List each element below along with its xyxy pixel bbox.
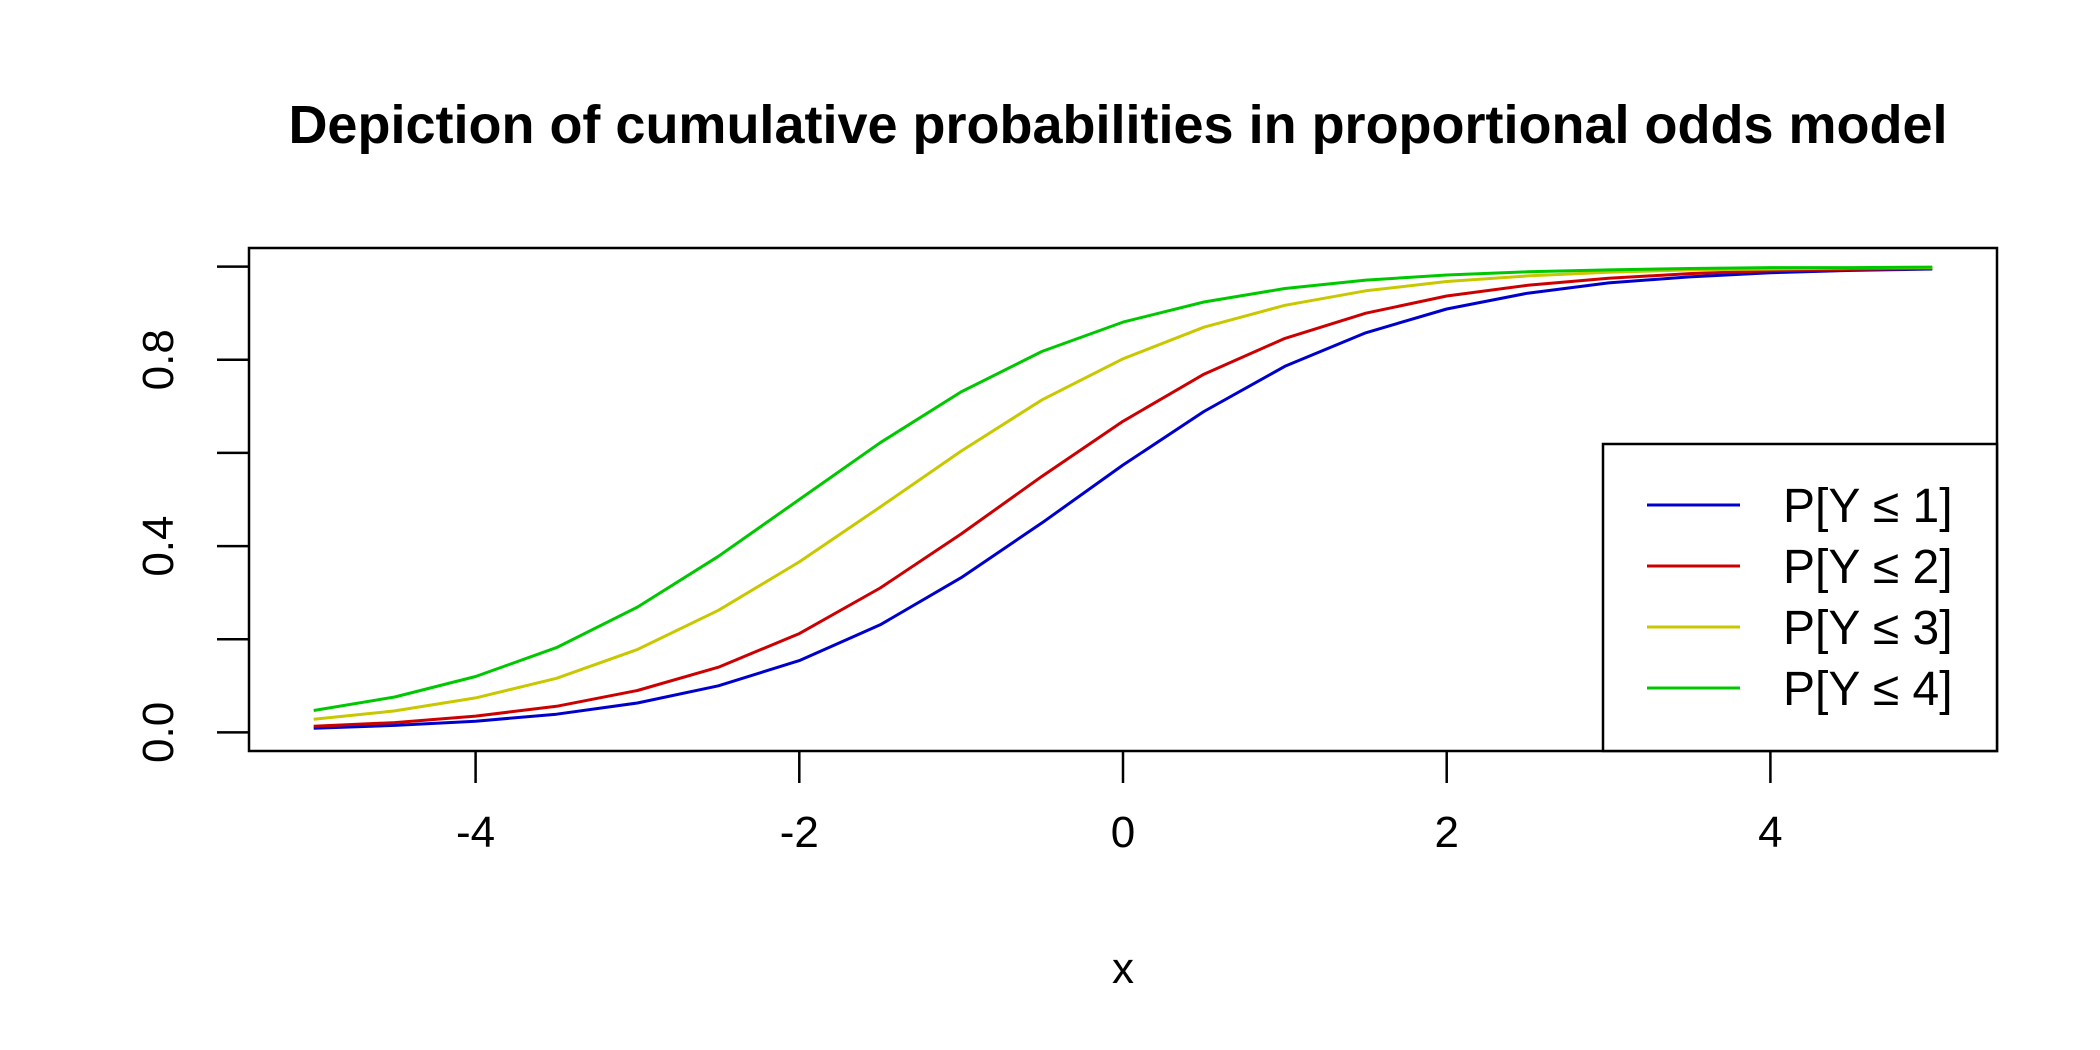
series-line-3	[313, 266, 1933, 721]
chart-title: Depiction of cumulative probabilities in…	[288, 95, 1947, 155]
x-tick-label: 2	[1434, 808, 1458, 857]
legend-label-4: P[Y ≤ 4]	[1783, 663, 1953, 716]
legend-box	[1601, 442, 1999, 753]
y-tick-label: 0.4	[134, 516, 183, 577]
y-tick-label: 0.8	[134, 329, 183, 390]
legend-label-1: P[Y ≤ 1]	[1783, 480, 1953, 533]
plot-area	[313, 265, 1933, 730]
x-tick-label: -2	[780, 808, 819, 857]
y-tick-label: 0.0	[134, 702, 183, 763]
legend-label-3: P[Y ≤ 3]	[1783, 602, 1953, 655]
x-tick-label: 4	[1758, 808, 1782, 857]
series-line-4	[313, 265, 1933, 712]
x-axis-label: x	[1112, 944, 1134, 993]
y-axis: 0.0 0.4 0.8	[134, 265, 249, 763]
legend: P[Y ≤ 1] P[Y ≤ 2] P[Y ≤ 3] P[Y ≤ 4]	[1601, 442, 1999, 753]
series-line-2	[313, 267, 1933, 728]
x-tick-label: 0	[1111, 808, 1135, 857]
x-axis: -4 -2 0 2 4	[456, 751, 1783, 857]
legend-label-2: P[Y ≤ 2]	[1783, 541, 1953, 594]
series-line-1	[313, 267, 1933, 730]
x-tick-label: -4	[456, 808, 495, 857]
